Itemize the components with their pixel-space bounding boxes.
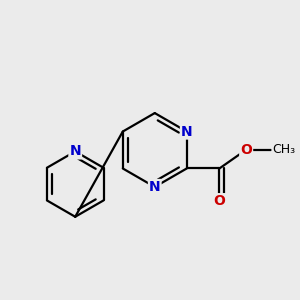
Text: O: O (240, 143, 252, 157)
Text: O: O (214, 194, 225, 208)
Text: CH₃: CH₃ (272, 143, 295, 156)
Text: N: N (69, 144, 81, 158)
Text: N: N (181, 124, 193, 139)
Text: N: N (149, 180, 161, 194)
